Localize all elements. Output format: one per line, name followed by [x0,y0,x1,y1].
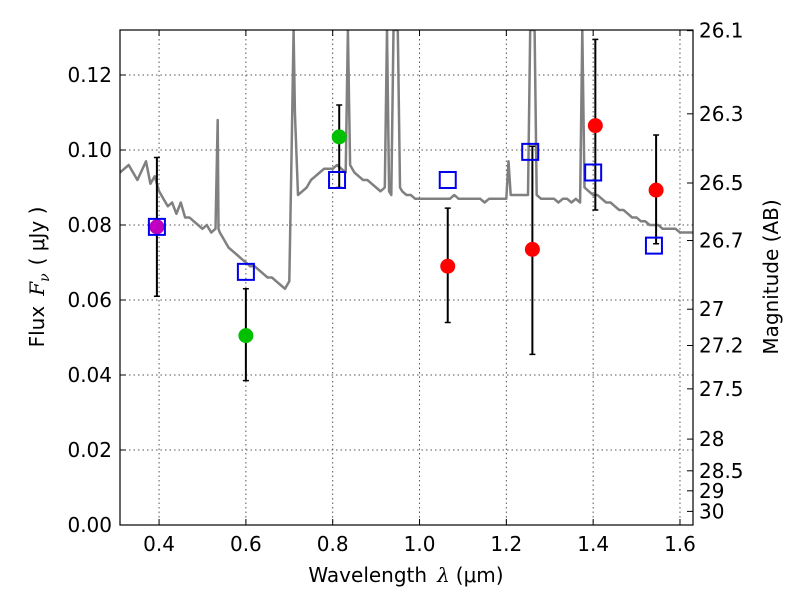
observed-point [648,182,664,198]
x-tick-label: 0.6 [230,532,262,556]
x-tick-label: 1.4 [577,532,609,556]
x-axis-unit: (μm) [456,563,504,587]
y2-tick-label: 26.5 [699,171,744,195]
observed-point [440,258,456,274]
y2-tick-label: 28 [699,427,724,451]
y2-tick-label: 26.1 [699,19,744,43]
x-tick-label: 0.8 [317,532,349,556]
observed-point [587,118,603,134]
y-tick-label: 0.00 [67,513,112,537]
y2-tick-label: 26.7 [699,229,744,253]
y-axis-unit: ( μJy ) [25,207,49,266]
grid-layer [120,30,693,526]
tick-layer: 0.4 0.6 0.8 1.0 1.2 1.4 1.6 0.00 0.02 0.04 0.06 0.0… [67,19,743,556]
x-axis-symbol: λ [436,563,450,587]
y-tick-label: 0.08 [67,213,112,237]
x-tick-label: 0.4 [143,532,175,556]
y-axis-title: Flux Fν ( μJy ) [25,207,53,348]
model-photometry-point [147,217,166,236]
model-photometry-point [644,236,663,255]
plot-layer [120,30,693,382]
plot-frame [119,29,694,526]
x-tick-label: 1.2 [490,532,522,556]
model-photometry-point [521,142,540,161]
model-photometry-point [438,171,457,189]
y2-tick-label: 27.5 [699,377,744,401]
model-photometry-point [328,171,347,189]
y-tick-label: 0.12 [67,63,112,87]
x-axis-prefix: Wavelength [308,563,427,587]
model-photometry-point [236,262,255,281]
observed-point [331,129,347,145]
model-spectrum-line [120,30,693,291]
observed-point [524,241,540,257]
y2-tick-label: 27.2 [699,334,744,358]
y-tick-label: 0.02 [67,438,112,462]
y-axis-subscript: ν [37,273,53,282]
x-tick-label: 1.0 [404,532,436,556]
x-tick-label: 1.6 [664,532,696,556]
x-axis-title: Wavelength λ (μm) [308,563,503,587]
observed-point [238,328,254,344]
y2-tick-label: 30 [699,499,724,523]
y2-tick-label: 28.5 [699,459,744,483]
y-axis-prefix: Flux [25,306,49,348]
y2-tick-label: 29 [699,479,724,503]
y-axis-symbol: F [25,281,49,297]
y-tick-label: 0.04 [67,363,112,387]
y2-tick-label: 27 [699,297,724,321]
model-photometry-point [584,163,603,182]
y-tick-label: 0.10 [67,138,112,162]
y-tick-label: 0.06 [67,288,112,312]
y2-tick-label: 26.3 [699,102,744,126]
y2-axis-title: Magnitude (AB) [759,199,783,354]
observed-point [149,219,165,235]
